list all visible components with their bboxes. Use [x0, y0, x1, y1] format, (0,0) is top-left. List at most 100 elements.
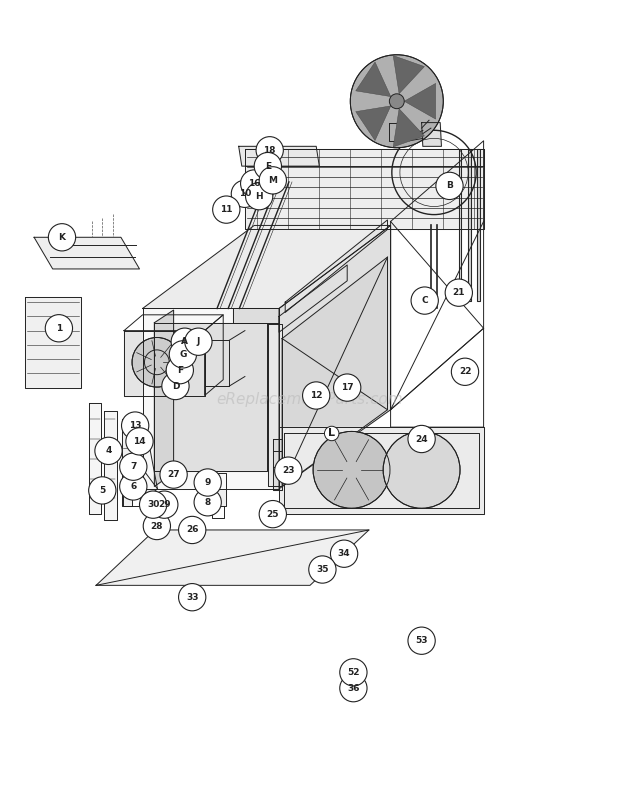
- Text: 53: 53: [415, 636, 428, 645]
- Text: 8: 8: [205, 498, 211, 507]
- Circle shape: [340, 675, 367, 702]
- Text: 21: 21: [453, 288, 465, 297]
- Polygon shape: [404, 83, 436, 119]
- Polygon shape: [154, 323, 267, 471]
- Text: L: L: [328, 429, 335, 438]
- Circle shape: [256, 137, 283, 164]
- Text: 24: 24: [415, 434, 428, 444]
- Text: G: G: [179, 350, 187, 359]
- Circle shape: [259, 501, 286, 528]
- Text: 28: 28: [151, 521, 163, 531]
- Polygon shape: [477, 149, 480, 301]
- Text: 36: 36: [347, 683, 360, 693]
- Polygon shape: [133, 443, 157, 502]
- Text: 12: 12: [310, 391, 322, 400]
- Text: M: M: [268, 176, 277, 185]
- Text: 5: 5: [99, 486, 105, 495]
- Polygon shape: [356, 106, 391, 141]
- Polygon shape: [239, 146, 319, 166]
- Circle shape: [334, 374, 361, 401]
- Circle shape: [122, 412, 149, 439]
- Text: D: D: [172, 381, 179, 391]
- Text: H: H: [255, 191, 263, 201]
- Text: 14: 14: [133, 437, 146, 446]
- Polygon shape: [422, 123, 441, 146]
- Circle shape: [143, 513, 170, 539]
- Circle shape: [194, 469, 221, 496]
- Circle shape: [246, 183, 273, 210]
- Polygon shape: [282, 257, 388, 486]
- Polygon shape: [285, 220, 388, 312]
- Circle shape: [389, 94, 404, 108]
- Circle shape: [120, 453, 147, 480]
- Circle shape: [411, 287, 438, 314]
- Polygon shape: [273, 439, 282, 490]
- Polygon shape: [124, 331, 205, 396]
- Circle shape: [194, 489, 221, 516]
- Text: 1: 1: [56, 324, 62, 333]
- Circle shape: [151, 491, 178, 518]
- Circle shape: [166, 357, 193, 384]
- Circle shape: [408, 627, 435, 654]
- Circle shape: [171, 328, 198, 355]
- Polygon shape: [104, 411, 117, 520]
- Circle shape: [179, 517, 206, 543]
- Polygon shape: [154, 310, 174, 486]
- Polygon shape: [393, 109, 425, 147]
- Circle shape: [95, 437, 122, 464]
- Text: 16: 16: [248, 179, 260, 188]
- Text: 33: 33: [186, 592, 198, 602]
- Circle shape: [330, 540, 358, 567]
- Circle shape: [140, 491, 167, 518]
- Text: 4: 4: [105, 446, 112, 456]
- Polygon shape: [279, 427, 484, 514]
- Polygon shape: [25, 297, 81, 388]
- Text: 35: 35: [316, 565, 329, 574]
- Polygon shape: [356, 62, 391, 97]
- Circle shape: [350, 55, 443, 148]
- Text: eReplacementParts.com: eReplacementParts.com: [216, 392, 404, 407]
- Circle shape: [160, 461, 187, 488]
- Text: 26: 26: [186, 525, 198, 535]
- Text: 6: 6: [130, 482, 136, 491]
- Polygon shape: [389, 123, 404, 141]
- Text: F: F: [177, 365, 183, 375]
- Circle shape: [48, 224, 76, 251]
- Text: E: E: [265, 161, 271, 171]
- Circle shape: [275, 457, 302, 484]
- Text: B: B: [446, 181, 453, 191]
- Circle shape: [179, 584, 206, 611]
- Circle shape: [120, 473, 147, 500]
- Polygon shape: [232, 308, 279, 323]
- Circle shape: [445, 279, 472, 306]
- Text: 17: 17: [341, 383, 353, 392]
- Polygon shape: [143, 308, 279, 489]
- Circle shape: [340, 659, 367, 686]
- Polygon shape: [89, 403, 101, 514]
- Text: 25: 25: [267, 509, 279, 519]
- Circle shape: [126, 428, 153, 455]
- Text: J: J: [197, 337, 200, 346]
- Circle shape: [254, 153, 281, 180]
- Circle shape: [45, 315, 73, 342]
- Circle shape: [303, 382, 330, 409]
- Text: 11: 11: [220, 205, 232, 214]
- Circle shape: [213, 196, 240, 223]
- Circle shape: [451, 358, 479, 385]
- Circle shape: [132, 338, 182, 387]
- Polygon shape: [393, 55, 425, 93]
- Text: 22: 22: [459, 367, 471, 377]
- Text: K: K: [58, 233, 66, 242]
- Polygon shape: [96, 530, 369, 585]
- Polygon shape: [122, 419, 132, 506]
- Polygon shape: [143, 225, 391, 308]
- Polygon shape: [211, 473, 226, 506]
- Text: 52: 52: [347, 668, 360, 677]
- Text: 34: 34: [338, 549, 350, 558]
- Circle shape: [309, 556, 336, 583]
- Text: 9: 9: [205, 478, 211, 487]
- Polygon shape: [279, 225, 391, 489]
- Text: 30: 30: [147, 500, 159, 509]
- Text: 13: 13: [129, 421, 141, 430]
- Polygon shape: [459, 149, 461, 301]
